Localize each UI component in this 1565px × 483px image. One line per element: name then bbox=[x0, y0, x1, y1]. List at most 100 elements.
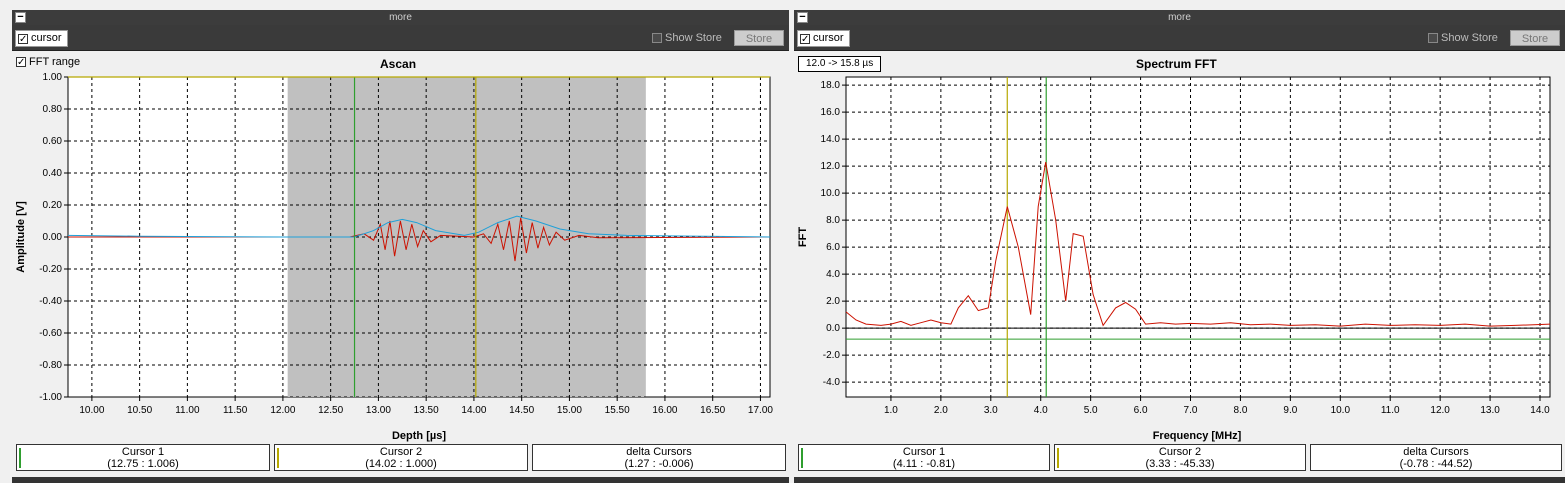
y-axis-label: FFT bbox=[797, 227, 809, 247]
cursor1-readout: Cursor 1 (12.75 : 1.006) bbox=[16, 444, 270, 471]
panel-header-label: more bbox=[389, 12, 412, 23]
x-tick-label: 4.0 bbox=[1034, 405, 1048, 416]
x-tick-label: 7.0 bbox=[1184, 405, 1198, 416]
delta-cursors-readout: delta Cursors (-0.78 : -44.52) bbox=[1310, 444, 1562, 471]
x-tick-label: 17.00 bbox=[748, 405, 773, 416]
next-panel-header bbox=[794, 477, 1565, 483]
cursor2-readout: Cursor 2 (3.33 : -45.33) bbox=[1054, 444, 1306, 471]
y-tick-label: 18.0 bbox=[821, 80, 841, 91]
y-tick-label: 10.0 bbox=[821, 188, 841, 199]
readout-value: (4.11 : -0.81) bbox=[892, 458, 956, 470]
panel-header-label: more bbox=[1168, 12, 1191, 23]
x-tick-label: 13.0 bbox=[1480, 405, 1500, 416]
readout-label: Cursor 2 bbox=[1158, 446, 1202, 458]
y-tick-label: 0.40 bbox=[43, 168, 63, 179]
x-tick-label: 11.50 bbox=[223, 405, 248, 416]
y-tick-label: 1.00 bbox=[43, 72, 63, 83]
readout-label: Cursor 2 bbox=[379, 446, 423, 458]
y-axis-label: Amplitude [V] bbox=[15, 201, 27, 273]
y-tick-label: 0.20 bbox=[43, 200, 63, 211]
show-store-label: Show Store bbox=[665, 32, 722, 44]
fft-range-checkbox[interactable]: ✓ FFT range bbox=[16, 56, 80, 68]
delta-cursors-readout: delta Cursors (1.27 : -0.006) bbox=[532, 444, 786, 471]
panel-header[interactable]: − more bbox=[12, 10, 789, 25]
x-tick-label: 9.0 bbox=[1283, 405, 1297, 416]
x-tick-label: 3.0 bbox=[984, 405, 998, 416]
collapse-icon[interactable]: − bbox=[797, 12, 808, 23]
x-tick-label: 1.0 bbox=[884, 405, 898, 416]
x-tick-label: 10.50 bbox=[127, 405, 152, 416]
y-tick-label: 0.0 bbox=[826, 323, 840, 334]
cursor1-readout: Cursor 1 (4.11 : -0.81) bbox=[798, 444, 1050, 471]
readout-label: Cursor 1 bbox=[902, 446, 946, 458]
x-tick-label: 10.0 bbox=[1331, 405, 1351, 416]
show-store-checkbox[interactable]: Show Store bbox=[652, 32, 722, 44]
x-tick-label: 6.0 bbox=[1134, 405, 1148, 416]
y-tick-label: -0.20 bbox=[39, 264, 62, 275]
checkbox-checked-icon[interactable]: ✓ bbox=[16, 57, 26, 68]
x-axis-label: Depth [µs] bbox=[392, 430, 446, 442]
cursor2-color-marker bbox=[277, 448, 279, 468]
chart-title: Spectrum FFT bbox=[1136, 57, 1217, 71]
checkbox-unchecked-icon[interactable] bbox=[652, 33, 662, 43]
panel-toolbar: ✓ cursor Show Store Store bbox=[794, 25, 1565, 51]
y-tick-label: 2.0 bbox=[826, 296, 840, 307]
cursor1-color-marker bbox=[801, 448, 803, 468]
fft-chart[interactable]: 18.0 16.0 14.0 12.0 10.0 8.0 6.0 4.0 2.0 0.0 -2.0 -… bbox=[794, 66, 1565, 446]
y-tick-label: 16.0 bbox=[821, 107, 841, 118]
cursor-checkbox[interactable]: ✓ cursor bbox=[15, 30, 68, 47]
cursor-checkbox-label: cursor bbox=[31, 32, 62, 44]
y-tick-label: 8.0 bbox=[826, 215, 840, 226]
cursor1-color-marker bbox=[19, 448, 21, 468]
readout-value: (14.02 : 1.000) bbox=[365, 458, 437, 470]
checkbox-checked-icon[interactable]: ✓ bbox=[18, 33, 28, 45]
x-tick-label: 15.50 bbox=[605, 405, 630, 416]
fft-range-label: FFT range bbox=[29, 56, 81, 68]
panel-toolbar: ✓ cursor Show Store Store bbox=[12, 25, 789, 51]
x-tick-label: 8.0 bbox=[1233, 405, 1247, 416]
series-line bbox=[845, 162, 1551, 327]
x-tick-label: 14.0 bbox=[1530, 405, 1550, 416]
y-tick-label: -2.0 bbox=[823, 350, 841, 361]
checkbox-checked-icon[interactable]: ✓ bbox=[800, 33, 810, 45]
fft-range-label: 12.0 -> 15.8 µs bbox=[798, 56, 882, 72]
series-line bbox=[67, 215, 771, 238]
cursor2-color-marker bbox=[1057, 448, 1059, 468]
x-tick-label: 16.50 bbox=[700, 405, 725, 416]
y-tick-label: -1.00 bbox=[39, 392, 62, 403]
checkbox-unchecked-icon[interactable] bbox=[1428, 33, 1438, 43]
y-tick-label: 6.0 bbox=[826, 242, 840, 253]
x-tick-label: 11.0 bbox=[1381, 405, 1400, 416]
y-tick-label: 0.60 bbox=[43, 136, 63, 147]
show-store-checkbox[interactable]: Show Store bbox=[1428, 32, 1498, 44]
store-button[interactable]: Store bbox=[734, 30, 784, 46]
y-tick-label: 4.0 bbox=[826, 269, 840, 280]
readout-value: (-0.78 : -44.52) bbox=[1399, 458, 1473, 470]
panel-header[interactable]: − more bbox=[794, 10, 1565, 25]
ascan-chart[interactable]: 1.00 0.80 0.60 0.40 0.20 0.00 -0.20 -0.40 -0.60 -… bbox=[12, 66, 789, 446]
x-tick-label: 14.50 bbox=[509, 405, 534, 416]
chart-title: Ascan bbox=[380, 57, 417, 71]
series-line bbox=[68, 217, 771, 262]
store-button[interactable]: Store bbox=[1510, 30, 1560, 46]
readout-value: (3.33 : -45.33) bbox=[1145, 458, 1215, 470]
readout-label: delta Cursors bbox=[1403, 446, 1469, 458]
x-tick-label: 10.00 bbox=[79, 405, 104, 416]
y-tick-label: 12.0 bbox=[821, 161, 841, 172]
x-tick-label: 15.00 bbox=[557, 405, 582, 416]
next-panel-header bbox=[12, 477, 789, 483]
plot-area bbox=[845, 76, 1551, 398]
readout-value: (12.75 : 1.006) bbox=[107, 458, 179, 470]
collapse-icon[interactable]: − bbox=[15, 12, 26, 23]
cursor2-readout: Cursor 2 (14.02 : 1.000) bbox=[274, 444, 528, 471]
x-tick-label: 5.0 bbox=[1084, 405, 1098, 416]
y-tick-label: 0.00 bbox=[43, 232, 63, 243]
readout-label: delta Cursors bbox=[626, 446, 692, 458]
cursor-checkbox[interactable]: ✓ cursor bbox=[797, 30, 850, 47]
cursor-checkbox-label: cursor bbox=[813, 32, 844, 44]
x-tick-label: 12.50 bbox=[318, 405, 343, 416]
readout-value: (1.27 : -0.006) bbox=[624, 458, 694, 470]
y-tick-label: 0.80 bbox=[43, 104, 63, 115]
x-tick-label: 2.0 bbox=[934, 405, 948, 416]
y-tick-label: -0.80 bbox=[39, 360, 62, 371]
